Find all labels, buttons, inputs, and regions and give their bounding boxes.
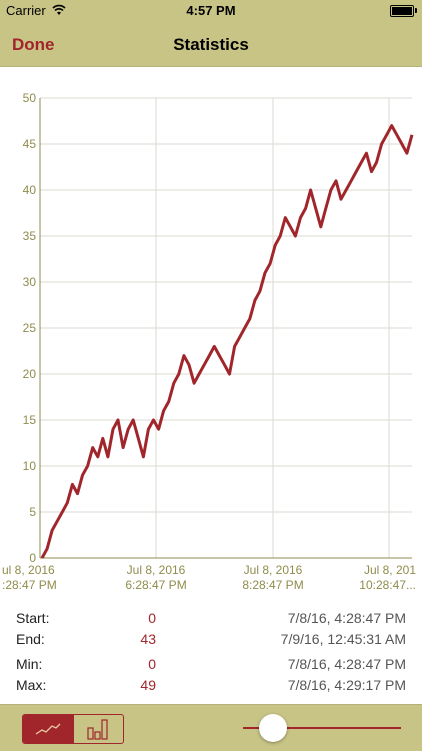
slider-track[interactable] [273,727,401,729]
end-value: 43 [140,631,156,647]
battery-tip [415,8,417,13]
slider-track-filled [243,727,271,729]
stats-row-min: Min: 0 7/8/16, 4:28:47 PM [0,656,422,676]
x-tick-date-2: Jul 8, 2016 [244,563,303,577]
x-tick-date-0: ul 8, 2016 [2,563,55,577]
max-timestamp: 7/8/16, 4:29:17 PM [287,677,406,693]
stats-row-start: Start: 0 7/8/16, 4:28:47 PM [0,610,422,630]
done-button[interactable]: Done [12,35,55,54]
nav-bar: Done Statistics [0,22,422,67]
y-tick-label-4: 20 [23,367,37,381]
series-line-0 [40,124,414,559]
x-tick-time-1: 6:28:47 PM [125,578,186,592]
start-value: 0 [148,610,156,626]
y-tick-label-2: 10 [23,459,37,473]
line-chart-button[interactable] [23,715,73,743]
max-label: Max: [16,677,47,693]
end-label: End: [16,631,45,647]
x-tick-date-3: Jul 8, 201 [364,563,416,577]
y-tick-label-1: 5 [29,505,36,519]
min-timestamp: 7/8/16, 4:28:47 PM [287,656,406,672]
y-tick-label-8: 40 [23,183,37,197]
y-tick-label-9: 45 [23,137,37,151]
stats-row-max: Max: 49 7/8/16, 4:29:17 PM [0,677,422,697]
page-title: Statistics [173,35,249,54]
y-tick-label-5: 25 [23,321,37,335]
carrier-label: Carrier [6,3,46,18]
y-tick-label-0: 0 [29,551,36,565]
min-value: 0 [148,656,156,672]
start-timestamp: 7/8/16, 4:28:47 PM [287,610,406,626]
chart-type-segmented-control [22,714,124,744]
x-tick-date-1: Jul 8, 2016 [127,563,186,577]
status-bar: Carrier 4:57 PM [0,0,422,22]
slider-thumb[interactable] [259,714,287,742]
battery-icon [390,5,414,17]
y-tick-label-6: 30 [23,275,37,289]
stats-row-end: End: 43 7/9/16, 12:45:31 AM [0,631,422,651]
y-tick-label-3: 15 [23,413,37,427]
wifi-icon [52,4,66,15]
x-tick-time-3: 10:28:47... [359,578,416,592]
y-tick-label-10: 50 [23,91,37,105]
line-chart-icon [35,723,61,735]
end-timestamp: 7/9/16, 12:45:31 AM [280,631,406,647]
min-label: Min: [16,656,43,672]
status-time: 4:57 PM [186,3,236,18]
bar-chart-button[interactable] [73,715,123,743]
y-tick-label-7: 35 [23,229,37,243]
bottom-toolbar [0,704,422,751]
x-tick-time-0: :28:47 PM [2,578,57,592]
x-tick-time-2: 8:28:47 PM [242,578,303,592]
max-value: 49 [140,677,156,693]
bar-chart-icon [87,719,108,740]
statistics-line-chart: 0 5 10 15 20 25 30 35 40 45 50 ul 8, 2016:28:47 PM J… [2,91,416,592]
start-label: Start: [16,610,50,626]
